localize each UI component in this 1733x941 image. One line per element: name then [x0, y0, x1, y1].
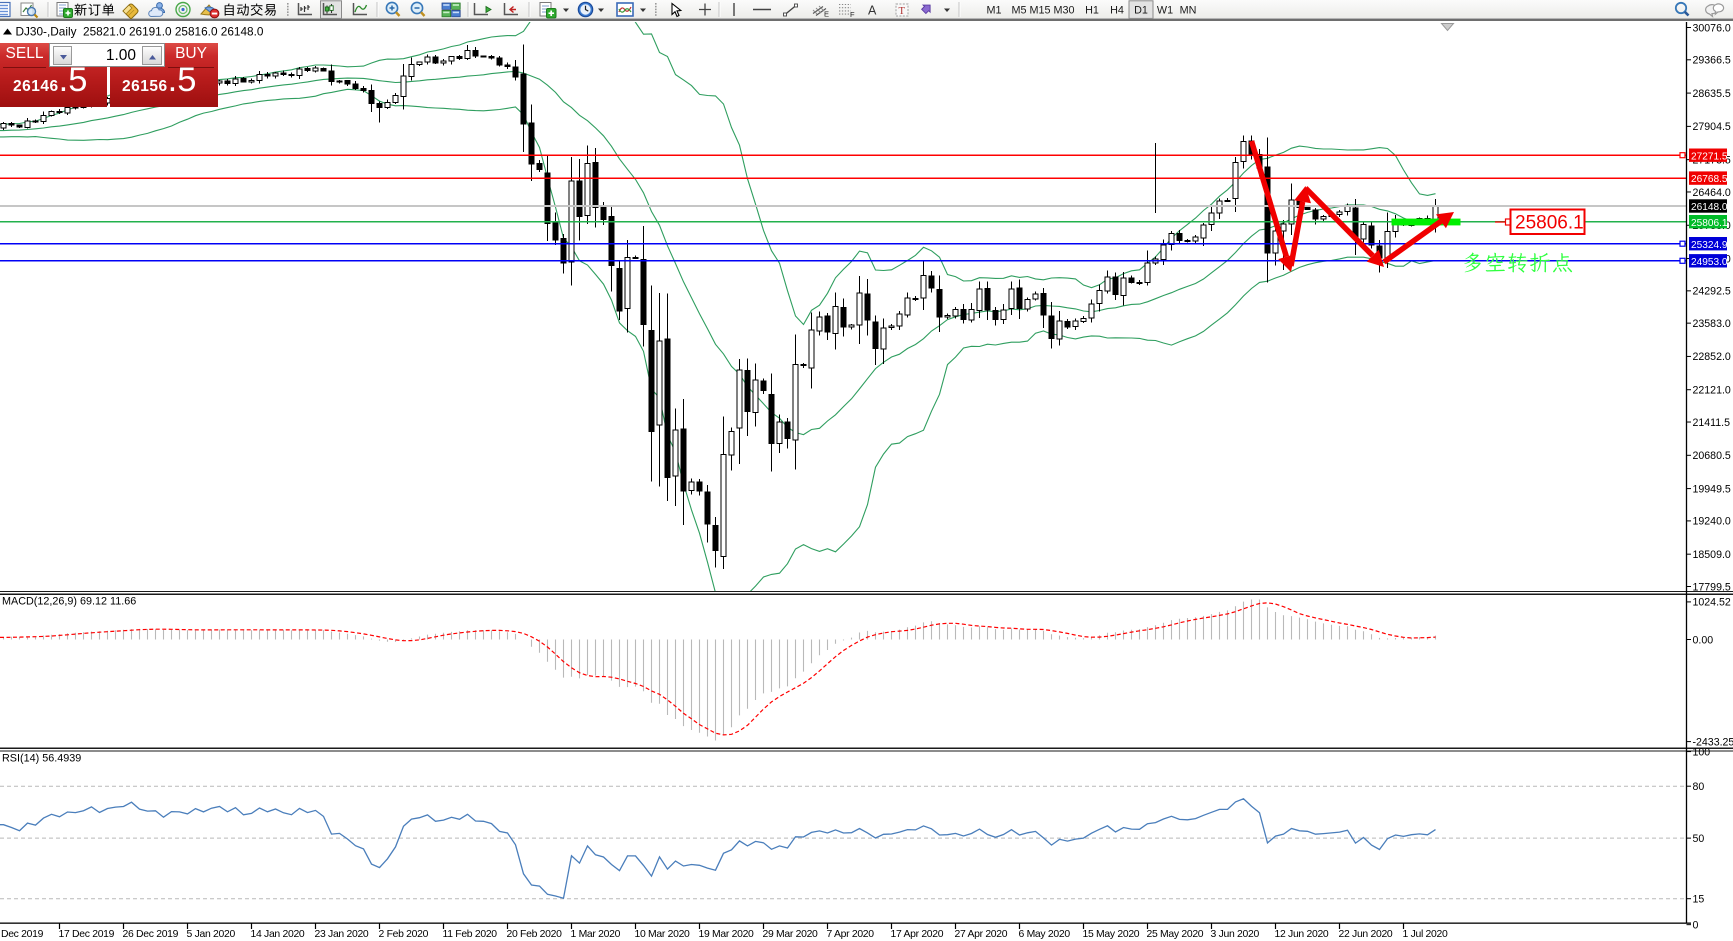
svg-text:19240.0: 19240.0: [1693, 516, 1731, 528]
svg-text:25806.1: 25806.1: [1691, 218, 1728, 229]
svg-text:25 May 2020: 25 May 2020: [1147, 929, 1204, 940]
svg-text:27271.5: 27271.5: [1691, 151, 1728, 162]
svg-text:23583.0: 23583.0: [1693, 318, 1731, 330]
svg-text:100: 100: [1693, 746, 1711, 758]
svg-text:12 Jun 2020: 12 Jun 2020: [1275, 929, 1329, 940]
svg-text:E: E: [824, 10, 829, 19]
svg-text:30076.0: 30076.0: [1693, 22, 1731, 34]
svg-text:27 Apr 2020: 27 Apr 2020: [955, 929, 1008, 940]
svg-text:F: F: [850, 10, 855, 19]
svg-text:18509.0: 18509.0: [1693, 549, 1731, 561]
svg-text:M30: M30: [1053, 5, 1074, 17]
svg-text:Dec 2019: Dec 2019: [1, 929, 44, 940]
svg-text:24953.0: 24953.0: [1691, 257, 1728, 268]
svg-text:17 Apr 2020: 17 Apr 2020: [891, 929, 944, 940]
svg-text:15 May 2020: 15 May 2020: [1083, 929, 1140, 940]
svg-text:22121.0: 22121.0: [1693, 385, 1731, 397]
svg-text:MACD(12,26,9) 69.12 11.66: MACD(12,26,9) 69.12 11.66: [2, 596, 136, 608]
svg-text:19949.5: 19949.5: [1693, 483, 1731, 495]
svg-text:80: 80: [1693, 781, 1705, 793]
svg-text:7 Apr 2020: 7 Apr 2020: [827, 929, 875, 940]
svg-text:A: A: [868, 4, 877, 18]
svg-text:M15: M15: [1029, 5, 1050, 17]
svg-text:W1: W1: [1157, 5, 1173, 17]
svg-text:17799.5: 17799.5: [1693, 581, 1731, 593]
svg-text:26 Dec 2019: 26 Dec 2019: [123, 929, 179, 940]
svg-text:26768.5: 26768.5: [1691, 174, 1728, 185]
svg-text:1 Mar 2020: 1 Mar 2020: [571, 929, 621, 940]
svg-text:24292.5: 24292.5: [1693, 286, 1731, 298]
svg-text:3 Jun 2020: 3 Jun 2020: [1211, 929, 1260, 940]
svg-text:10 Mar 2020: 10 Mar 2020: [635, 929, 691, 940]
svg-text:50: 50: [1693, 833, 1705, 845]
svg-text:MN: MN: [1180, 5, 1197, 17]
svg-text:DJ30-,Daily 25821.0 26191.0 2: DJ30-,Daily 25821.0 26191.0 25816.0 2614…: [16, 25, 264, 39]
svg-text:H4: H4: [1110, 5, 1124, 17]
svg-text:0: 0: [1693, 919, 1699, 931]
svg-text:2 Feb 2020: 2 Feb 2020: [379, 929, 429, 940]
svg-text:T: T: [899, 6, 906, 17]
svg-text:20 Feb 2020: 20 Feb 2020: [507, 929, 563, 940]
svg-text:29366.5: 29366.5: [1693, 55, 1731, 67]
svg-text:27904.5: 27904.5: [1693, 121, 1731, 133]
svg-text:22852.0: 22852.0: [1693, 351, 1731, 363]
svg-text:25324.9: 25324.9: [1691, 240, 1728, 251]
svg-text:14 Jan 2020: 14 Jan 2020: [251, 929, 305, 940]
svg-text:26148.0: 26148.0: [1691, 202, 1728, 213]
svg-text:1 Jul 2020: 1 Jul 2020: [1403, 929, 1448, 940]
svg-text:M1: M1: [987, 5, 1002, 17]
svg-text:1024.52: 1024.52: [1693, 597, 1731, 609]
svg-text:25806.1: 25806.1: [1515, 213, 1584, 234]
svg-text:17 Dec 2019: 17 Dec 2019: [59, 929, 115, 940]
svg-text:26464.0: 26464.0: [1693, 187, 1731, 199]
svg-text:20680.5: 20680.5: [1693, 450, 1731, 462]
svg-text:D1: D1: [1134, 5, 1148, 17]
svg-text:22 Jun 2020: 22 Jun 2020: [1339, 929, 1393, 940]
svg-text:6 May 2020: 6 May 2020: [1019, 929, 1071, 940]
svg-text:-2433.25: -2433.25: [1693, 736, 1733, 748]
svg-text:28635.5: 28635.5: [1693, 88, 1731, 100]
svg-text:23 Jan 2020: 23 Jan 2020: [315, 929, 369, 940]
svg-text:0.00: 0.00: [1693, 634, 1714, 646]
svg-text:29 Mar 2020: 29 Mar 2020: [763, 929, 819, 940]
svg-text:15: 15: [1693, 893, 1705, 905]
svg-text:21411.5: 21411.5: [1693, 417, 1731, 429]
svg-text:11 Feb 2020: 11 Feb 2020: [443, 929, 498, 940]
svg-text:19 Mar 2020: 19 Mar 2020: [699, 929, 755, 940]
svg-text:H1: H1: [1085, 5, 1099, 17]
svg-text:5 Jan 2020: 5 Jan 2020: [187, 929, 236, 940]
svg-text:M5: M5: [1012, 5, 1027, 17]
svg-text:RSI(14) 56.4939: RSI(14) 56.4939: [2, 753, 81, 765]
